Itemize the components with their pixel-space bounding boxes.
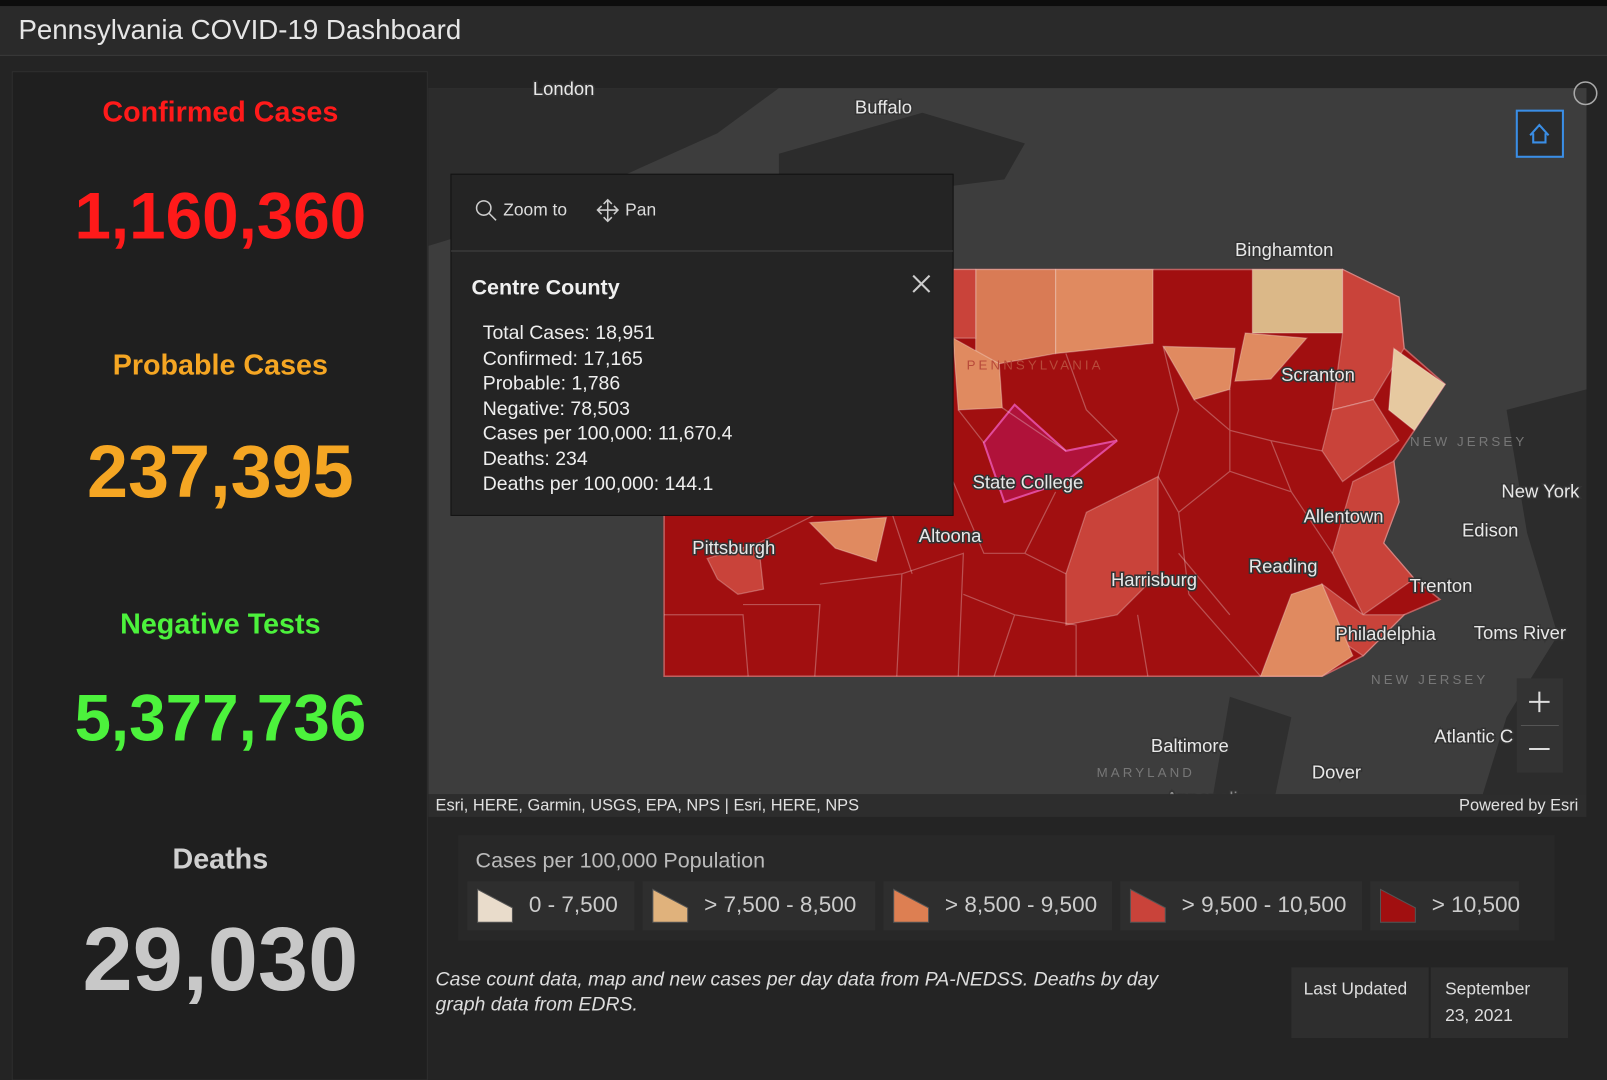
city-label: Philadelphia [1335,623,1436,644]
city-label: Toms River [1474,622,1566,643]
zoom-icon [475,200,492,216]
county [1251,268,1344,334]
fullscreen-button[interactable] [1573,81,1598,106]
city-label: Pittsburgh [692,537,775,558]
powered-by: Powered by Esri [1459,797,1578,815]
top-strip [0,0,1607,7]
chesapeake [1209,696,1292,817]
stat-value: 237,395 [87,430,354,513]
last-updated-value: 23, 2021 [1445,1005,1513,1025]
home-icon [1529,123,1550,144]
popup-title: Centre County [471,276,619,300]
county [1259,583,1354,677]
city-label: State College [973,472,1084,493]
popup [450,173,954,516]
pan-icon [596,198,620,223]
city-label: Atlantic C [1434,726,1513,747]
dashboard-title: Pennsylvania COVID-19 Dashboard [18,14,461,45]
legend-label: > 7,500 - 8,500 [704,892,856,917]
legend-items: 0 - 7,500 > 7,500 - 8,500 > 8,500 - 9,500 >… [467,881,1520,931]
state-label: MARYLAND [1097,765,1195,780]
state-label: PENNSYLVANIA [967,357,1104,372]
attribution-bar [428,794,1587,817]
county [1234,332,1308,382]
county [1331,460,1416,616]
popup-field: Deaths: 234 [483,448,588,470]
county [952,268,977,339]
legend-label: 0 - 7,500 [529,892,618,917]
city-label: Dover [1312,762,1361,783]
legend-swatch [652,888,689,923]
legend-swatch [1379,888,1416,923]
city-label: Reading [1249,556,1318,577]
stat-label: Deaths [173,843,269,875]
last-updated-label: Last Updated [1304,978,1408,998]
zoom-icon [488,212,497,221]
city-label: Binghamton [1235,239,1333,260]
header-bar [0,6,1607,56]
popup-field: Total Cases: 18,951 [483,322,655,344]
popup-field: Deaths per 100,000: 144.1 [483,473,714,495]
county [975,268,1057,365]
button-label: Zoom to [503,200,567,220]
city-label: London [533,78,595,99]
city-label: New York [1501,481,1580,502]
legend-label: > 8,500 - 9,500 [945,892,1097,917]
city-label: Harrisburg [1111,569,1197,590]
footnote: graph data from EDRS. [436,993,638,1015]
stat-value: 29,030 [82,909,358,1010]
popup-field: Negative: 78,503 [483,398,630,420]
close-button[interactable] [912,274,931,293]
button-label: Pan [625,200,656,220]
stat-label: Probable Cases [113,349,328,381]
zoom-in-button[interactable] [1529,691,1550,713]
stat-value: 1,160,360 [74,180,366,253]
stat-value: 5,377,736 [74,682,366,755]
footnote: Case count data, map and new cases per d… [436,969,1160,991]
popup-field: Confirmed: 17,165 [483,348,643,370]
county [808,516,888,563]
legend-swatch [1129,888,1166,923]
county [1055,268,1154,355]
stats-panel [11,71,428,1080]
state-label: NEW JERSEY [1410,434,1527,449]
city-label: Buffalo [855,96,912,117]
city-label: Allentown [1304,505,1384,526]
legend-swatch [477,888,513,923]
pan-button[interactable]: Pan [596,198,657,223]
home-button[interactable] [1515,109,1564,158]
city-label: Baltimore [1151,735,1229,756]
legend-swatch [893,888,930,923]
stat-label: Confirmed Cases [102,96,338,128]
county [1388,347,1446,432]
county [952,337,1003,411]
legend-title: Cases per 100,000 Population [476,848,766,872]
last-updated-value: September [1445,978,1530,998]
popup-field: Cases per 100,000: 11,670.4 [483,423,733,445]
attribution: Esri, HERE, Garmin, USGS, EPA, NPS | Esr… [436,797,860,815]
legend-label: > 9,500 - 10,500 [1182,892,1347,917]
stat-label: Negative Tests [120,609,320,641]
city-label: Edison [1462,520,1518,541]
county [1321,398,1400,483]
county [706,542,765,595]
city-label: Scranton [1281,364,1355,385]
city-label: Trenton [1410,575,1473,596]
county [1065,475,1159,626]
state-label: NEW JERSEY [1371,672,1488,687]
city-label: Altoona [919,525,982,546]
popup-field: Probable: 1,786 [483,372,620,394]
legend-label: > 10,500 [1432,892,1520,917]
county [1162,345,1236,401]
selected-county[interactable] [982,403,1118,504]
zoom-to-button[interactable]: Zoom to [475,200,568,221]
